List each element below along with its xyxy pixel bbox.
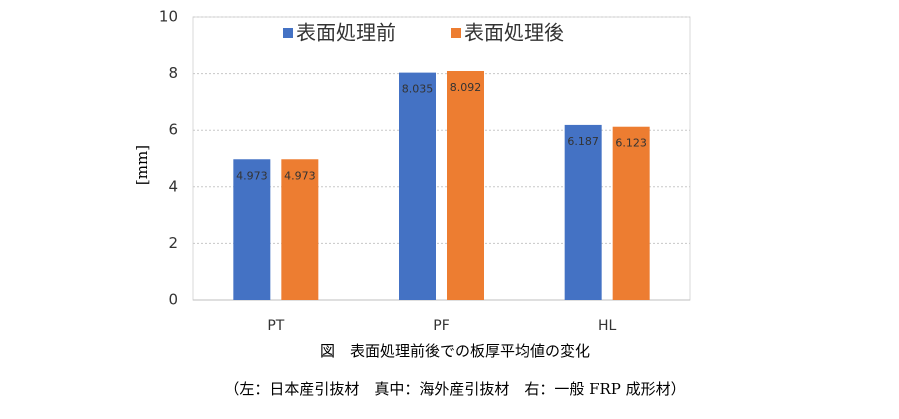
bar [447, 70, 484, 300]
bar [233, 159, 271, 300]
bar [612, 126, 650, 300]
x-tick-label: PT [267, 318, 284, 334]
data-label: 6.123 [615, 137, 647, 150]
legend-swatch [451, 28, 461, 38]
y-tick-label: 4 [168, 177, 178, 195]
data-label: 4.973 [236, 169, 268, 182]
y-tick-label: 6 [168, 121, 178, 139]
y-tick-label: 8 [168, 64, 178, 82]
legend-label: 表面処理後 [464, 21, 564, 45]
x-tick-label: PF [433, 318, 450, 334]
legend-label: 表面処理前 [296, 21, 396, 45]
data-label: 8.035 [402, 83, 434, 96]
data-label: 6.187 [567, 135, 599, 148]
y-axis-label: [mm] [133, 145, 151, 185]
note: （左：日本産引抜材 真中：海外産引抜材 右：一般 FRP 成形材） [224, 380, 685, 398]
data-label: 4.973 [284, 169, 316, 182]
caption: 図 表面処理前後での板厚平均値の変化 [320, 342, 590, 360]
x-tick-label: HL [598, 318, 617, 334]
bar [564, 124, 602, 300]
y-tick-label: 10 [159, 8, 178, 26]
bar [281, 159, 319, 300]
data-label: 8.092 [450, 81, 482, 94]
legend-swatch [283, 28, 293, 38]
bar [399, 72, 436, 300]
y-tick-label: 0 [168, 291, 178, 309]
y-tick-label: 2 [168, 234, 178, 252]
